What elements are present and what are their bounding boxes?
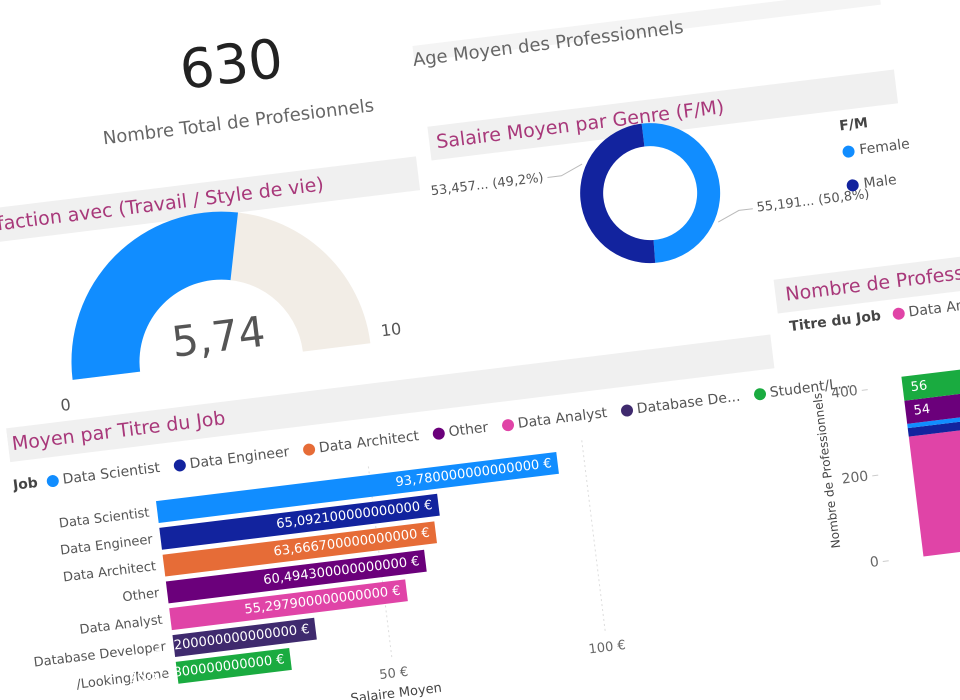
legend-label: Female <box>859 136 911 158</box>
gauge-value: 5,74 <box>169 307 268 367</box>
legend-marker <box>846 179 859 192</box>
bar <box>156 451 559 523</box>
legend-marker <box>892 307 905 320</box>
x-axis-title: Salaire Moyen <box>350 681 443 700</box>
legend-marker <box>754 388 767 401</box>
donut-slice <box>580 123 656 264</box>
y-tick-label: Data Engineer <box>59 532 154 558</box>
header-band <box>412 0 881 62</box>
y-tick-label: 200 <box>841 468 869 487</box>
y-tick-label: Other <box>122 586 161 605</box>
header-band <box>773 240 960 314</box>
x-tick-label: 50 € <box>379 665 410 683</box>
y-tick-label: 0 <box>869 554 880 571</box>
y-tick-label: Data Architect <box>62 559 157 585</box>
data-label: 54 <box>913 402 931 419</box>
bar <box>162 521 437 577</box>
legend-title: F/M <box>838 115 868 134</box>
legend-title: Job <box>11 475 39 494</box>
gauge-min: 0 <box>59 395 71 415</box>
leader-line <box>717 208 753 223</box>
bar-segment <box>901 364 960 401</box>
legend-label: Other <box>448 420 490 441</box>
tick-mark <box>861 389 868 391</box>
donut-slice <box>641 123 721 263</box>
header-band <box>6 334 775 463</box>
x-tick-label: 100 € <box>588 638 627 657</box>
data-label: 53,457... (49,2%) <box>430 171 544 200</box>
bar-segment <box>907 415 960 437</box>
legend-marker <box>303 443 316 456</box>
tick-mark <box>872 474 879 477</box>
bar-segment <box>907 411 960 429</box>
header-band <box>427 69 899 161</box>
y-axis-title: Nombre de Professionnels <box>810 392 843 549</box>
bar <box>169 579 408 631</box>
legend-marker <box>173 459 186 472</box>
legend-label: Data Architect <box>318 428 420 456</box>
legend-marker <box>46 475 59 488</box>
tick-mark <box>882 560 889 562</box>
legend-label: Data Scientist <box>62 460 162 488</box>
bar-segment <box>904 388 960 424</box>
bar <box>165 549 427 604</box>
legend-marker <box>432 427 445 440</box>
card-value: 630 <box>176 27 286 102</box>
bar <box>159 493 440 550</box>
y-tick-label: 400 <box>830 383 858 402</box>
legend-marker <box>621 404 634 417</box>
header-band <box>0 156 421 244</box>
legend-label: Male <box>863 172 898 192</box>
card-label: Nombre Total de Profesionnels <box>102 95 375 149</box>
leader-line <box>547 163 583 178</box>
data-label: 93,780000000000000 € <box>395 456 553 490</box>
bar <box>172 617 317 657</box>
legend-title: Titre du Job <box>789 308 882 335</box>
y-tick-label: Database Developer <box>33 639 168 670</box>
y-tick-label: Data Scientist <box>58 506 150 532</box>
data-label: 56 <box>910 378 928 395</box>
y-tick-label: Data Analyst <box>79 613 164 638</box>
gauge-fill <box>71 211 238 380</box>
legend-marker <box>502 419 515 432</box>
bar <box>175 647 292 684</box>
data-label: 26,577800000000000 € <box>128 652 286 686</box>
legend-label: Data Ana... <box>908 295 960 320</box>
bar-segment <box>908 424 960 557</box>
legend-label: Database De... <box>636 389 741 418</box>
legend-label: Data Analyst <box>517 405 609 432</box>
grid-line <box>581 440 607 634</box>
gauge-max: 10 <box>380 319 403 340</box>
legend-label: Data Engineer <box>189 444 291 472</box>
legend-marker <box>842 145 855 158</box>
